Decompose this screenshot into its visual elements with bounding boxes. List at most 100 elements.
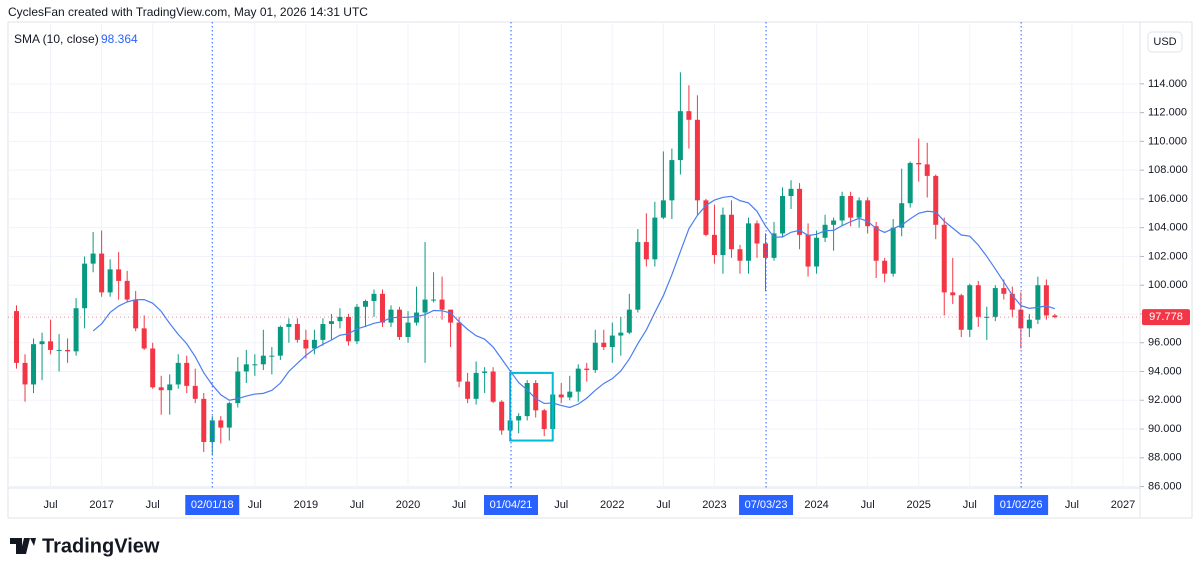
- candle-body: [1009, 293, 1015, 310]
- sma-line: [92, 195, 1056, 409]
- candle-body: [388, 309, 394, 323]
- candle-body: [1052, 315, 1058, 318]
- marker-label: 02/01/18: [191, 499, 234, 511]
- x-tick-label: Jul: [963, 499, 977, 511]
- candle-body: [856, 200, 862, 218]
- candle-body: [958, 295, 964, 330]
- x-tick-label: Jul: [248, 499, 262, 511]
- candle-body: [1043, 285, 1049, 316]
- candle-body: [158, 387, 164, 391]
- candle-body: [686, 111, 692, 120]
- y-tick-label: 102.000: [1148, 250, 1188, 262]
- y-tick-label: 94.000: [1148, 365, 1182, 377]
- candle-body: [780, 196, 786, 234]
- candle-body: [643, 242, 649, 260]
- logo-text: TradingView: [42, 535, 160, 557]
- candle-body: [575, 368, 581, 392]
- candle-body: [354, 306, 360, 342]
- y-tick-label: 110.000: [1148, 135, 1187, 147]
- candle-body: [22, 362, 28, 385]
- x-tick-label: 2022: [600, 499, 624, 511]
- x-tick-label: Jul: [350, 499, 364, 511]
- candle-body: [694, 119, 700, 201]
- candle-body: [133, 299, 139, 329]
- candle-body: [703, 200, 709, 235]
- marker-label-bg: [739, 495, 794, 515]
- candle-body: [14, 311, 20, 363]
- x-tick-label: Jul: [861, 499, 875, 511]
- candle-body: [848, 196, 854, 218]
- last-price-bg: [1142, 309, 1190, 326]
- x-tick-label: 2023: [702, 499, 726, 511]
- candle-body: [1026, 319, 1032, 329]
- candle-body: [422, 299, 428, 313]
- candle-body: [890, 227, 896, 274]
- candle-body: [499, 401, 505, 431]
- x-tick-label: 2017: [89, 499, 113, 511]
- candle-body: [328, 321, 334, 325]
- marker-label-bg: [994, 495, 1049, 515]
- candle-body: [320, 324, 326, 340]
- candle-body: [814, 237, 820, 267]
- candle-body: [56, 349, 62, 351]
- currency-button[interactable]: [1147, 31, 1183, 53]
- candle-body: [626, 309, 632, 333]
- candle-body: [473, 372, 479, 399]
- candle-body: [907, 162, 913, 204]
- candle-body: [1035, 285, 1041, 320]
- frame: [7, 21, 1193, 519]
- candle-body: [652, 217, 658, 260]
- candle-body: [379, 293, 385, 323]
- x-tick-label: 2027: [1111, 499, 1135, 511]
- candle-body: [941, 224, 947, 293]
- y-tick-label: 112.000: [1148, 107, 1187, 119]
- candle-body: [788, 188, 794, 197]
- y-tick-label: 96.000: [1148, 337, 1182, 349]
- candle-body: [490, 371, 496, 402]
- candle-body: [337, 316, 343, 322]
- indicator-value: 98.364: [101, 32, 138, 46]
- candle-body: [516, 416, 522, 421]
- candle-body: [124, 280, 130, 300]
- candle-body: [737, 249, 743, 261]
- candle-body: [984, 316, 990, 318]
- y-tick-label: 90.000: [1148, 423, 1182, 435]
- candle-body: [1001, 288, 1007, 294]
- candle-body: [584, 368, 590, 371]
- candle-body: [873, 226, 879, 261]
- candle-body: [201, 398, 207, 442]
- candle-body: [899, 203, 905, 228]
- candle-body: [601, 342, 607, 348]
- candle-body: [797, 188, 803, 235]
- candle-body: [73, 308, 79, 352]
- last-price-label: 97.778: [1149, 311, 1183, 323]
- candle-body: [311, 339, 317, 349]
- candle-body: [720, 214, 726, 255]
- candle-body: [167, 384, 173, 391]
- candle-body: [226, 403, 232, 428]
- x-tick-label: Jul: [452, 499, 466, 511]
- candle-body: [882, 260, 888, 274]
- candle-body: [660, 200, 666, 218]
- candle-body: [609, 335, 615, 348]
- marker-label: 01/04/21: [490, 499, 533, 511]
- x-tick-label: 2024: [804, 499, 828, 511]
- candle-body: [916, 162, 922, 165]
- candle-body: [711, 234, 717, 255]
- candle-body: [448, 309, 454, 323]
- candle-body: [82, 263, 88, 309]
- candle-body: [456, 322, 462, 382]
- candle-body: [252, 364, 258, 366]
- candle-body: [950, 292, 956, 296]
- candle-body: [754, 223, 760, 244]
- candle-body: [771, 233, 777, 258]
- currency[interactable]: USD: [1153, 36, 1176, 48]
- y-tick-label: 100.000: [1148, 279, 1188, 291]
- plot: [8, 72, 1140, 455]
- candle-body: [839, 196, 845, 221]
- y-tick-label: 86.000: [1148, 480, 1182, 492]
- header: CyclesFan created with TradingView.com, …: [8, 5, 368, 19]
- marker-label: 07/03/23: [745, 499, 788, 511]
- candle-body: [269, 355, 275, 357]
